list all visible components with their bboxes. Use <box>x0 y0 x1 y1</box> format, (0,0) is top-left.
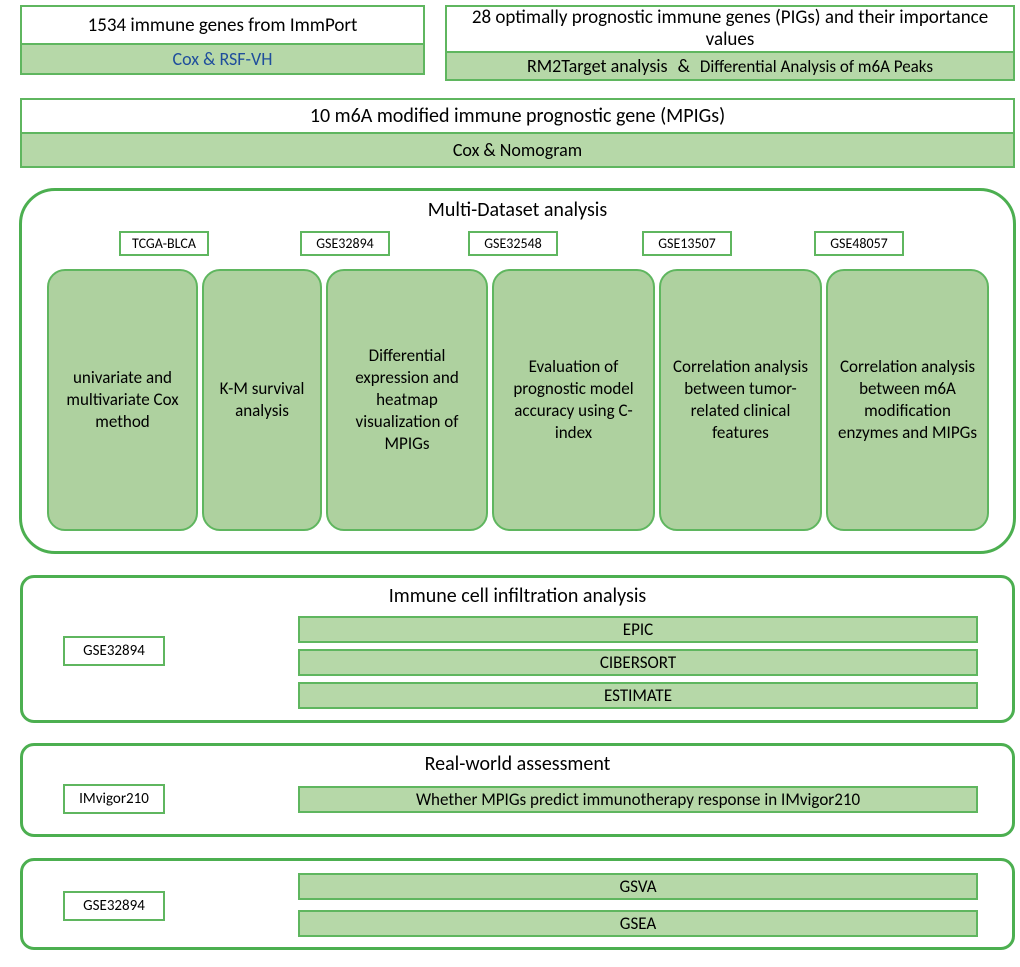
tag-gse13507-text: GSE13507 <box>658 235 716 252</box>
immport-title: 1534 immune genes from ImmPort <box>20 5 425 45</box>
immport-title-text: 1534 immune genes from ImmPort <box>88 14 358 37</box>
card-diff-text: Differential expression and heatmap visu… <box>336 345 478 455</box>
immport-block: 1534 immune genes from ImmPort Cox & RSF… <box>20 5 425 75</box>
immune-infil-title: Immune cell infiltration analysis <box>23 578 1012 612</box>
tool-epic: EPIC <box>298 616 978 643</box>
tag-gse32548-text: GSE32548 <box>484 235 542 252</box>
pig-title: 28 optimally prognostic immune genes (PI… <box>445 5 1015 53</box>
tag-gse32894-text: GSE32894 <box>316 235 374 252</box>
tag-tcga-text: TCGA-BLCA <box>132 235 196 252</box>
tool-cibersort-text: CIBERSORT <box>600 652 676 673</box>
pig-title-text: 28 optimally prognostic immune genes (PI… <box>452 7 1008 51</box>
tool-cibersort: CIBERSORT <box>298 649 978 676</box>
mpig-block: 10 m6A modified immune prognostic gene (… <box>20 98 1015 168</box>
tool-estimate-text: ESTIMATE <box>604 685 672 706</box>
immune-infil-tag-text: GSE32894 <box>83 642 145 660</box>
realworld-tag: IMvigor210 <box>63 784 165 814</box>
realworld-tag-text: IMvigor210 <box>79 790 149 808</box>
tool-gsea-text: GSEA <box>620 913 657 934</box>
tool-epic-text: EPIC <box>623 619 653 640</box>
card-m6a-text: Correlation analysis between m6A modific… <box>836 356 979 444</box>
card-cindex-text: Evaluation of prognostic model accuracy … <box>502 356 645 444</box>
gsea-tag: GSE32894 <box>63 891 165 921</box>
card-clinical: Correlation analysis between tumor-relat… <box>659 269 822 531</box>
tool-gsea: GSEA <box>298 910 978 937</box>
multi-dataset-title-text: Multi-Dataset analysis <box>428 198 607 222</box>
pig-method: RM2Target analysis & Differential Analys… <box>445 53 1015 81</box>
realworld-title-text: Real-world assessment <box>425 752 611 776</box>
tag-gse48057: GSE48057 <box>814 231 904 256</box>
tool-gsva: GSVA <box>298 873 978 900</box>
immune-infil-title-text: Immune cell infiltration analysis <box>389 584 646 608</box>
card-cindex: Evaluation of prognostic model accuracy … <box>492 269 655 531</box>
realworld-question: Whether MPIGs predict immunotherapy resp… <box>298 786 978 813</box>
gsea-section: GSE32894 GSVA GSEA <box>20 858 1015 950</box>
immport-method-text: Cox & RSF-VH <box>173 48 273 70</box>
mpig-title: 10 m6A modified immune prognostic gene (… <box>20 98 1015 134</box>
tag-tcga: TCGA-BLCA <box>119 231 209 256</box>
pig-method-conj: & <box>678 55 690 77</box>
card-km-text: K-M survival analysis <box>212 378 312 422</box>
tag-gse13507: GSE13507 <box>642 231 732 256</box>
tag-gse32548: GSE32548 <box>468 231 558 256</box>
tool-gsva-text: GSVA <box>619 876 656 897</box>
card-cox-text: univariate and multivariate Cox method <box>57 367 188 433</box>
realworld-title: Real-world assessment <box>23 746 1012 780</box>
mpig-method: Cox & Nomogram <box>20 134 1015 168</box>
tool-estimate: ESTIMATE <box>298 682 978 709</box>
immune-infil-tag: GSE32894 <box>63 636 165 666</box>
card-clinical-text: Correlation analysis between tumor-relat… <box>669 356 812 444</box>
pig-method-right: Differential Analysis of m6A Peaks <box>700 56 933 77</box>
mpig-title-text: 10 m6A modified immune prognostic gene (… <box>310 104 725 128</box>
realworld-section: Real-world assessment IMvigor210 Whether… <box>20 743 1015 837</box>
multi-dataset-title: Multi-Dataset analysis <box>22 191 1013 222</box>
realworld-question-text: Whether MPIGs predict immunotherapy resp… <box>416 789 860 810</box>
immport-method: Cox & RSF-VH <box>20 45 425 75</box>
multi-dataset-container: Multi-Dataset analysis TCGA-BLCA GSE3289… <box>19 188 1016 554</box>
immune-infil-section: Immune cell infiltration analysis GSE328… <box>20 575 1015 723</box>
card-cox: univariate and multivariate Cox method <box>47 269 198 531</box>
mpig-method-text: Cox & Nomogram <box>453 139 582 161</box>
tag-gse32894: GSE32894 <box>300 231 390 256</box>
card-diff: Differential expression and heatmap visu… <box>326 269 488 531</box>
gsea-tag-text: GSE32894 <box>83 897 145 915</box>
card-m6a: Correlation analysis between m6A modific… <box>826 269 989 531</box>
card-km: K-M survival analysis <box>202 269 322 531</box>
pig-block: 28 optimally prognostic immune genes (PI… <box>445 5 1015 81</box>
tag-gse48057-text: GSE48057 <box>830 235 888 252</box>
pig-method-left: RM2Target analysis <box>527 55 668 77</box>
